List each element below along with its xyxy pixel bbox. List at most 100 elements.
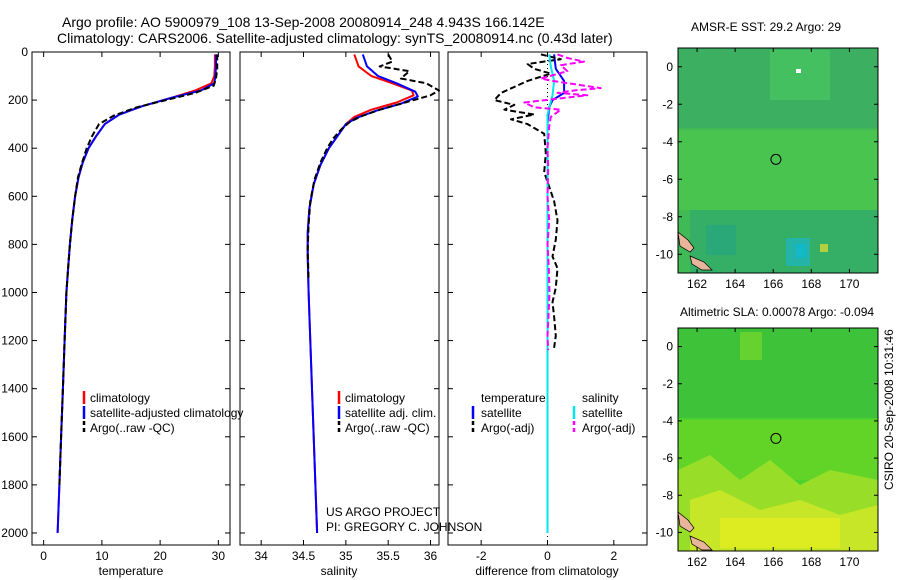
x-tick-label: 35.5 bbox=[377, 549, 401, 563]
lat-tick-label: 0 bbox=[666, 60, 673, 74]
series-line bbox=[493, 53, 562, 348]
lat-tick-label: -2 bbox=[662, 97, 673, 111]
lon-tick-label: 164 bbox=[725, 277, 745, 291]
lat-tick-label: -6 bbox=[662, 451, 673, 465]
series-line bbox=[306, 54, 415, 534]
salinity-panel: 34 34.5 35 35.5 36 salinity climatology sate… bbox=[239, 51, 482, 578]
sla-longitude-axis: 162 164 166 168 170 bbox=[687, 328, 860, 569]
lon-tick-label: 168 bbox=[801, 555, 821, 569]
difference-x-axis: -2 0 2 bbox=[476, 52, 617, 563]
temperature-xlabel: temperature bbox=[99, 564, 164, 578]
sst-map-frame bbox=[677, 47, 879, 274]
x-tick-label: 35 bbox=[339, 549, 353, 563]
series-line bbox=[56, 54, 217, 534]
argo-float-marker bbox=[770, 153, 782, 165]
sst-map-title: AMSR-E SST: 29.2 Argo: 29 bbox=[691, 20, 841, 34]
sla-land-islands bbox=[678, 511, 713, 551]
lon-tick-label: 162 bbox=[687, 277, 707, 291]
lat-tick-label: 0 bbox=[666, 340, 673, 354]
legend-heading-temperature: temperature bbox=[481, 391, 546, 405]
sla-map-frame bbox=[677, 327, 879, 552]
sst-field-patches bbox=[678, 48, 878, 273]
temperature-axes-frame bbox=[31, 51, 231, 546]
x-tick-label: 0 bbox=[544, 549, 551, 563]
depth-tick-label: 400 bbox=[8, 141, 28, 155]
lon-tick-label: 168 bbox=[801, 277, 821, 291]
lat-tick-label: -4 bbox=[662, 135, 673, 149]
salinity-depth-ticks bbox=[240, 51, 439, 534]
salinity-legend: climatology satellite adj. clim. Argo(..… bbox=[337, 391, 436, 435]
sst-land-islands bbox=[678, 231, 713, 271]
legend-label-climatology: climatology bbox=[345, 391, 405, 405]
x-tick-label: 10 bbox=[95, 549, 109, 563]
salinity-lines bbox=[306, 53, 440, 534]
series-line bbox=[546, 54, 556, 533]
difference-depth-ticks bbox=[448, 51, 647, 534]
legend-label-argo: Argo(..raw -QC) bbox=[90, 421, 175, 435]
temperature-legend: climatology satellite-adjusted climatolo… bbox=[82, 391, 243, 435]
depth-axis: 0 200 400 600 800 1000 1200 1400 1600 1800 2000 bbox=[1, 45, 230, 540]
legend-label-satellite-adj: satellite adj. clim. bbox=[345, 406, 436, 420]
x-tick-label: -2 bbox=[476, 549, 487, 563]
temperature-panel: 0 200 400 600 800 1000 1200 1400 1600 1800 2000 0 1… bbox=[1, 45, 243, 578]
legend-label-satellite-adjusted: satellite-adjusted climatology bbox=[90, 406, 243, 420]
figure-title-line2: Climatology: CARS2006. Satellite-adjuste… bbox=[57, 30, 613, 46]
x-tick-label: 34 bbox=[254, 549, 268, 563]
salinity-x-axis: 34 34.5 35 35.5 36 bbox=[254, 52, 438, 563]
depth-tick-label: 1600 bbox=[1, 430, 28, 444]
x-tick-label: 20 bbox=[153, 549, 167, 563]
depth-tick-label: 600 bbox=[8, 189, 28, 203]
lon-tick-label: 170 bbox=[839, 277, 859, 291]
depth-tick-label: 0 bbox=[21, 45, 28, 59]
x-tick-label: 34.5 bbox=[292, 549, 316, 563]
depth-tick-label: 1200 bbox=[1, 334, 28, 348]
difference-legend: temperature satellite Argo(-adj) salinit… bbox=[471, 391, 635, 435]
figure-title-line1: Argo profile: AO 5900979_108 13-Sep-2008… bbox=[62, 14, 545, 30]
sst-bright-pixel bbox=[796, 69, 801, 73]
legend-label-temp-satellite: satellite bbox=[481, 406, 522, 420]
series-line bbox=[58, 54, 219, 485]
lat-tick-label: -8 bbox=[662, 488, 673, 502]
legend-label-sal-satellite: satellite bbox=[582, 406, 623, 420]
credit-project: US ARGO PROJECT bbox=[326, 505, 441, 519]
legend-label-temp-argo: Argo(-adj) bbox=[481, 421, 534, 435]
temperature-lines bbox=[56, 54, 219, 534]
lat-tick-label: -6 bbox=[662, 172, 673, 186]
series-line bbox=[56, 54, 216, 534]
lon-tick-label: 164 bbox=[725, 555, 745, 569]
x-tick-label: 30 bbox=[212, 549, 226, 563]
x-tick-label: 36 bbox=[424, 549, 438, 563]
sla-map-title: Altimetric SLA: 0.00078 Argo: -0.094 bbox=[680, 305, 874, 319]
series-line bbox=[306, 53, 440, 281]
lon-tick-label: 162 bbox=[687, 555, 707, 569]
lon-tick-label: 170 bbox=[839, 555, 859, 569]
lat-tick-label: -4 bbox=[662, 414, 673, 428]
temperature-x-axis: 0 10 20 30 bbox=[40, 52, 225, 563]
credit-pi: PI: GREGORY C. JOHNSON bbox=[326, 520, 482, 534]
lat-tick-label: -10 bbox=[656, 247, 674, 261]
legend-label-argo: Argo(..raw -QC) bbox=[345, 421, 430, 435]
difference-panel: -2 0 2 difference from climatology tempera… bbox=[447, 51, 648, 578]
legend-heading-salinity: salinity bbox=[582, 391, 619, 405]
sla-map: Altimetric SLA: 0.00078 Argo: -0.094 162… bbox=[656, 305, 879, 569]
difference-lines bbox=[493, 53, 602, 533]
depth-tick-label: 200 bbox=[8, 93, 28, 107]
depth-tick-label: 1800 bbox=[1, 478, 28, 492]
x-tick-label: 0 bbox=[40, 549, 47, 563]
sla-field-patches bbox=[678, 328, 878, 551]
lat-tick-label: -10 bbox=[656, 525, 674, 539]
argo-float-marker bbox=[770, 432, 782, 444]
lat-tick-label: -8 bbox=[662, 210, 673, 224]
depth-tick-label: 800 bbox=[8, 237, 28, 251]
series-line bbox=[306, 54, 419, 534]
sst-longitude-axis: 162 164 166 168 170 bbox=[687, 48, 860, 291]
sst-map: AMSR-E SST: 29.2 Argo: 29 162 164 166 168 17… bbox=[656, 20, 879, 291]
legend-label-sal-argo: Argo(-adj) bbox=[582, 421, 635, 435]
legend-label-climatology: climatology bbox=[90, 391, 150, 405]
sla-latitude-axis: 0 -2 -4 -6 -8 -10 bbox=[656, 340, 878, 539]
depth-tick-label: 1000 bbox=[1, 285, 28, 299]
x-tick-label: 2 bbox=[610, 549, 617, 563]
series-line bbox=[523, 53, 602, 351]
salinity-xlabel: salinity bbox=[321, 564, 358, 578]
